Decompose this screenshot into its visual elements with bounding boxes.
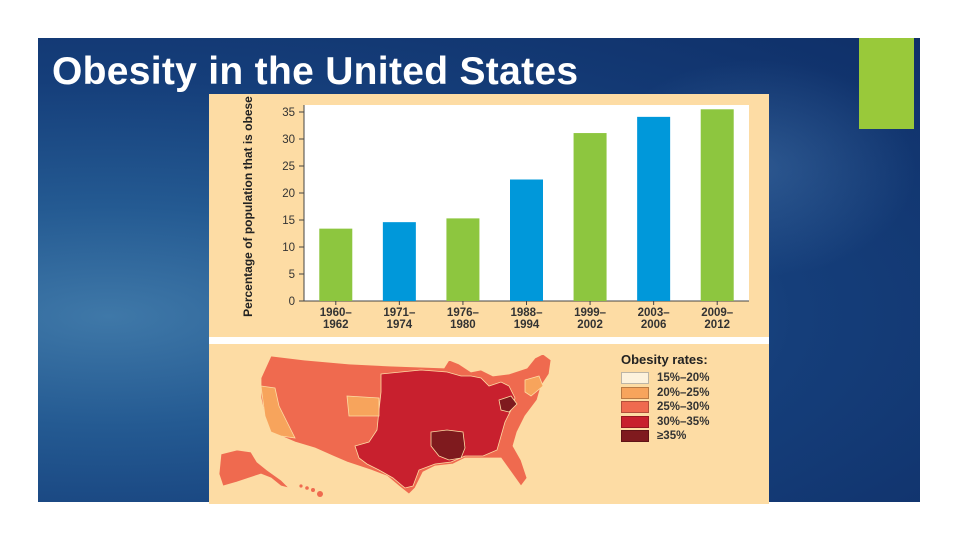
legend-swatch xyxy=(621,415,649,428)
x-tick-label: 1974 xyxy=(387,319,413,331)
legend-label: 30%–35% xyxy=(657,415,710,428)
map-region-20-25-central xyxy=(346,395,380,417)
map-region-35-plus-east xyxy=(498,395,518,413)
y-tick-label: 10 xyxy=(282,242,295,254)
y-tick-label: 25 xyxy=(282,161,295,173)
y-tick-label: 20 xyxy=(282,188,295,200)
x-tick-label: 1962 xyxy=(323,319,349,331)
bar xyxy=(700,109,734,301)
map-region-20-25-west xyxy=(260,385,296,439)
y-axis-label: Percentage of population that is obese xyxy=(241,96,255,317)
x-tick-label: 1994 xyxy=(514,319,540,331)
x-tick-label: 1988– xyxy=(511,307,544,319)
slide-title: Obesity in the United States xyxy=(52,50,579,93)
accent-bar xyxy=(859,38,914,129)
bar xyxy=(446,218,480,301)
legend-label: 20%–25% xyxy=(657,386,710,399)
x-tick-label: 2006 xyxy=(641,319,667,331)
legend-label: ≥35% xyxy=(657,430,687,443)
x-tick-label: 2002 xyxy=(577,319,603,331)
bar xyxy=(510,179,543,301)
y-tick-label: 15 xyxy=(282,215,295,227)
legend-swatch xyxy=(621,386,649,399)
us-obesity-map xyxy=(218,353,552,497)
x-tick-label: 2009– xyxy=(701,307,734,319)
legend-title: Obesity rates: xyxy=(621,352,708,367)
x-tick-label: 1960– xyxy=(320,307,353,319)
x-tick-label: 1980 xyxy=(450,319,476,331)
legend-item: 30%–35% xyxy=(621,415,766,430)
legend-item: ≥35% xyxy=(621,429,766,444)
bar xyxy=(319,228,353,301)
y-tick-label: 5 xyxy=(289,269,295,281)
figure-panel: 0 5 10 15 20 25 30 35 Percentage of population t… xyxy=(209,94,769,504)
legend-item: 20%–25% xyxy=(621,386,766,401)
legend-label: 25%–30% xyxy=(657,401,710,414)
map-alaska xyxy=(218,449,291,489)
bar xyxy=(382,222,416,301)
x-tick-label: 1976– xyxy=(447,307,480,319)
map-legend: Obesity rates: 15%–20% 20%–25% 25%–30% 30%–… xyxy=(621,352,766,444)
legend-swatch xyxy=(621,430,649,443)
x-tick-label: 1971– xyxy=(383,307,416,319)
x-tick-label: 2012 xyxy=(704,319,730,331)
bar xyxy=(637,116,671,301)
y-tick-label: 0 xyxy=(289,296,295,308)
legend-item: 25%–30% xyxy=(621,400,766,415)
map-region-35-plus-south xyxy=(430,429,466,461)
legend-item: 15%–20% xyxy=(621,371,766,386)
bar-chart: 0 5 10 15 20 25 30 35 Percentage of population t… xyxy=(241,96,749,331)
y-tick-label: 35 xyxy=(282,107,295,119)
legend-label: 15%–20% xyxy=(657,372,710,385)
x-tick-label: 2003– xyxy=(638,307,671,319)
y-tick-label: 30 xyxy=(282,134,295,146)
x-tick-label: 1999– xyxy=(574,307,607,319)
legend-swatch xyxy=(621,401,649,414)
map-region-20-25-east xyxy=(524,375,544,397)
map-hawaii xyxy=(299,484,323,497)
figure-divider xyxy=(209,337,769,344)
legend-swatch xyxy=(621,372,649,385)
map-region-30-35 xyxy=(354,369,516,489)
bar xyxy=(573,133,607,301)
